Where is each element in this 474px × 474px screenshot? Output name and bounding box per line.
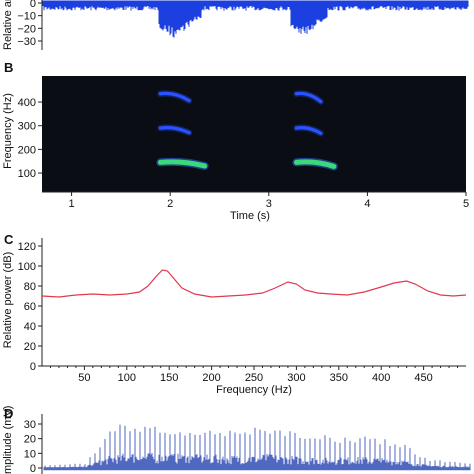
panel-c-y-tick-label: 0	[30, 361, 36, 373]
panel-c-x-tick-label: 200	[202, 372, 220, 384]
panel-b-spectrogram: 1 2 3 4 5 100 200 300 400 Time (s) Frequency (H…	[2, 76, 469, 222]
panel-d-y-tick-label: 0	[30, 463, 36, 474]
panel-b-x-tick-label: 5	[463, 198, 469, 210]
panel-b-y-tick-label: 200	[18, 144, 36, 156]
call-harmonic	[158, 91, 191, 103]
panel-c-x-tick-label: 400	[372, 372, 390, 384]
call-harmonic	[294, 126, 323, 135]
panel-c-y-tick-label: 120	[18, 241, 36, 253]
panel-a-waveform: 0−10−20−30 Relative am	[2, 0, 469, 50]
panel-b-x-tick-label: 4	[364, 198, 370, 210]
panel-d-letter: D	[4, 406, 13, 421]
pulse-trace	[43, 424, 471, 471]
panel-b-y-label: Frequency (Hz)	[2, 93, 14, 169]
panel-d-y-tick-label: 20	[24, 434, 36, 446]
panel-c-letter: C	[4, 232, 14, 247]
call-harmonic	[294, 91, 323, 104]
panel-b-x-tick-label: 2	[167, 198, 173, 210]
call-harmonic	[157, 159, 208, 169]
panel-c-x-tick-label: 250	[245, 372, 263, 384]
panel-c-y-tick-label: 40	[24, 321, 36, 333]
waveform-path	[42, 0, 469, 38]
panel-c-x-tick-label: 100	[118, 372, 136, 384]
panel-b-y-tick-label: 100	[18, 168, 36, 180]
panel-c-x-ticks: 50 100 150 200 250 300 350 400 450	[49, 366, 459, 384]
panel-c-power-spectrum: 50 100 150 200 250 300 350 400 450 0 20 40 60 80 100 1…	[2, 238, 467, 396]
panel-b-x-tick-label: 3	[266, 198, 272, 210]
panel-b-x-ticks: 1 2 3 4 5	[69, 192, 469, 210]
call-harmonic	[293, 159, 337, 169]
spectrogram-background	[42, 76, 466, 192]
panel-c-x-tick-label: 350	[330, 372, 348, 384]
panel-b-y-tick-label: 400	[18, 97, 36, 109]
power-spectrum-line	[41, 269, 467, 298]
panel-a-y-tick-label: −30	[17, 36, 36, 48]
panel-d-y-tick-label: 30	[24, 419, 36, 431]
panel-c-y-tick-label: 80	[24, 281, 36, 293]
panel-c-y-tick-label: 20	[24, 341, 36, 353]
panel-a-y-tick-label: 0	[30, 0, 36, 10]
panel-c-y-ticks: 0 20 40 60 80 100 120	[18, 241, 42, 373]
panel-d-y-tick-label: 10	[24, 448, 36, 460]
panel-c-y-label: Relative power (dB)	[2, 252, 14, 349]
panel-c-x-tick-label: 150	[160, 372, 178, 384]
panel-c-x-tick-label: 300	[287, 372, 305, 384]
panel-b-x-label: Time (s)	[230, 210, 270, 222]
panel-b-letter: B	[4, 60, 13, 75]
panel-a-y-tick-label: −10	[17, 11, 36, 23]
panel-a-y-tick-label: −20	[17, 23, 36, 35]
call-harmonic	[158, 126, 191, 135]
panel-b-y-ticks: 100 200 300 400	[18, 97, 42, 180]
panel-c-x-label: Frequency (Hz)	[216, 384, 292, 396]
panel-c-x-tick-label: 50	[78, 372, 90, 384]
panel-b-y-tick-label: 300	[18, 121, 36, 133]
panel-c-y-tick-label: 100	[18, 261, 36, 273]
panel-d-y-ticks: 0 10 20 30	[24, 419, 42, 474]
panel-c-y-tick-label: 60	[24, 301, 36, 313]
panel-a-y-label: Relative am	[2, 0, 14, 50]
panel-d-y-label: mplitude (mV)	[2, 406, 14, 474]
panel-c-x-tick-label: 450	[414, 372, 432, 384]
pulse-trace-path	[43, 424, 471, 471]
panel-a-y-ticks: 0−10−20−30	[17, 0, 42, 48]
panel-d-pulse-trace: 0 10 20 30 mplitude (mV)	[2, 406, 471, 474]
waveform-trace	[42, 0, 469, 38]
panel-b-x-tick-label: 1	[69, 198, 75, 210]
spectrogram-calls	[156, 90, 338, 171]
